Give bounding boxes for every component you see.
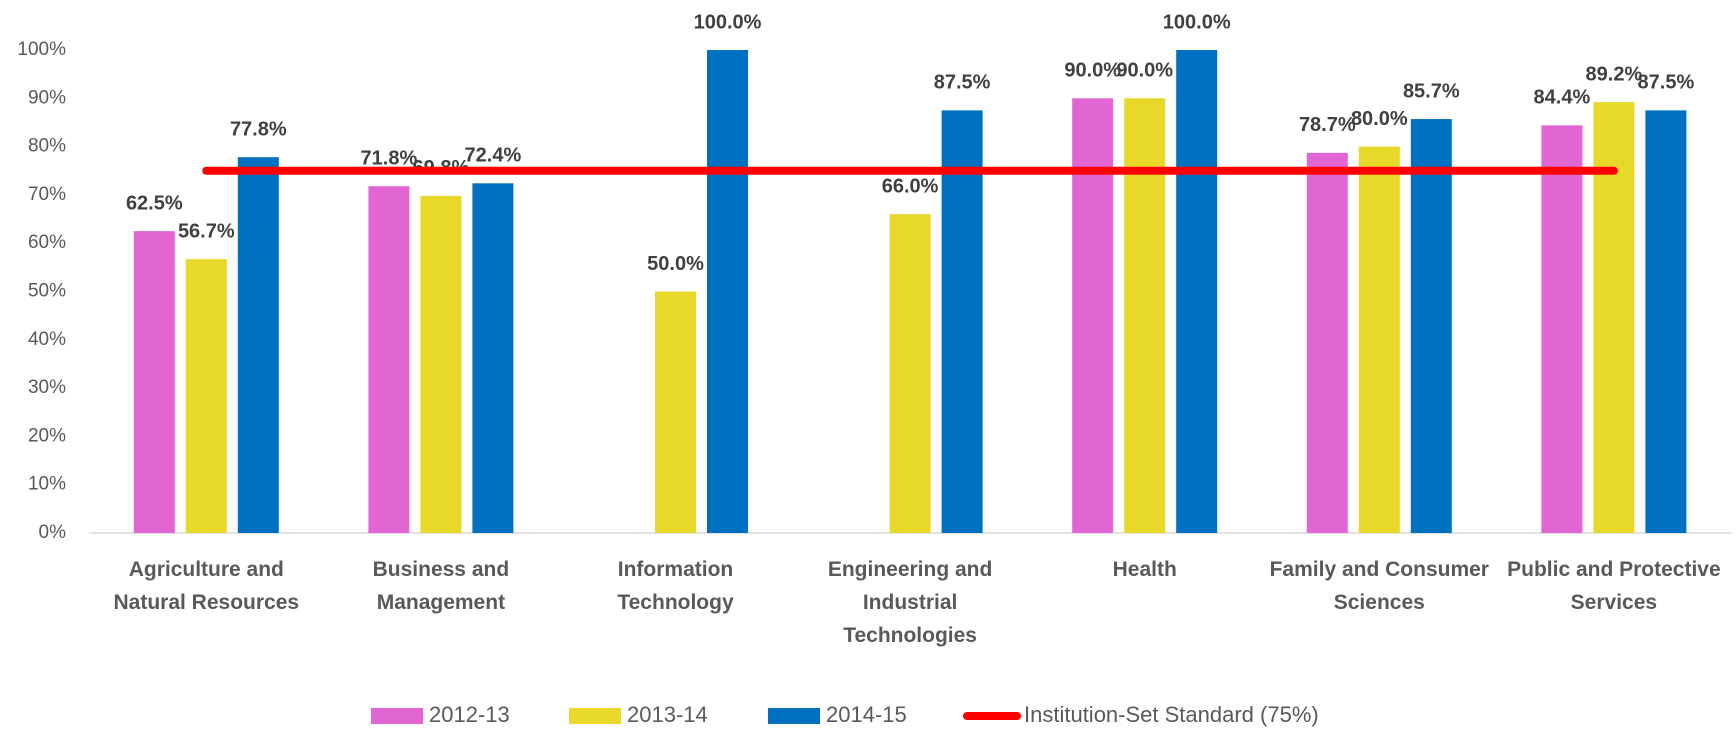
legend-label: Institution-Set Standard (75%) [1024,702,1319,727]
x-tick-label: Engineering and Industrial Technologies [827,558,993,647]
data-label: 62.5% [126,192,183,214]
data-label: 89.2% [1586,63,1643,85]
legend-label: 2014-15 [826,702,907,727]
bar [707,50,748,533]
legend-label: 2013-14 [627,702,708,727]
y-tick-label: 40% [28,329,66,350]
bar [941,110,983,533]
bar [1124,98,1166,534]
legend-swatch [371,708,423,724]
bar [1306,152,1348,533]
data-label: 72.4% [465,145,522,167]
y-tick-label: 10% [28,474,66,495]
x-tick-label: Public and Protective Services [1507,558,1721,614]
y-tick-label: 0% [39,522,67,543]
x-tick-label: Agriculture and Natural Resources [113,558,300,614]
x-tick-label: Business and Management [372,558,510,614]
bar [185,259,227,533]
data-label: 100.0% [1163,11,1231,33]
data-label: 87.5% [934,72,991,94]
bar [1541,125,1583,534]
bar [655,291,696,533]
data-label: 77.8% [230,119,287,141]
bar [368,186,410,533]
y-tick-label: 70% [28,184,66,205]
bar [889,214,931,533]
y-tick-label: 60% [28,232,66,253]
data-label: 78.7% [1299,114,1356,136]
y-tick-label: 30% [28,377,66,398]
bar [1358,146,1400,533]
data-label: 56.7% [178,220,235,242]
y-tick-label: 80% [28,136,66,157]
bar [420,195,462,533]
data-label: 90.0% [1116,60,1173,82]
bar [1645,110,1687,533]
data-label: 66.0% [882,176,939,198]
bar [472,183,514,534]
bar [237,157,279,533]
bar [1176,50,1218,533]
bar [133,231,175,533]
data-label: 87.5% [1638,72,1695,94]
data-label: 85.7% [1403,80,1460,102]
y-tick-label: 20% [28,425,66,446]
x-tick-label: Information Technology [617,558,734,614]
y-tick-label: 100% [17,39,66,60]
data-label: 50.0% [647,253,704,275]
y-tick-label: 90% [28,87,66,108]
x-tick-label: Family and Consumer Sciences [1269,558,1489,614]
legend-label: 2012-13 [429,702,510,727]
legend-swatch [569,708,621,724]
data-label: 90.0% [1064,60,1121,82]
bar [1072,98,1114,534]
data-label: 80.0% [1351,108,1408,130]
data-label: 100.0% [694,11,762,33]
data-label: 71.8% [361,147,418,169]
bar [1410,119,1452,533]
y-tick-label: 50% [28,281,66,302]
legend-swatch [768,708,820,724]
data-label: 84.4% [1534,87,1591,109]
x-tick-label: Health [1112,558,1177,581]
